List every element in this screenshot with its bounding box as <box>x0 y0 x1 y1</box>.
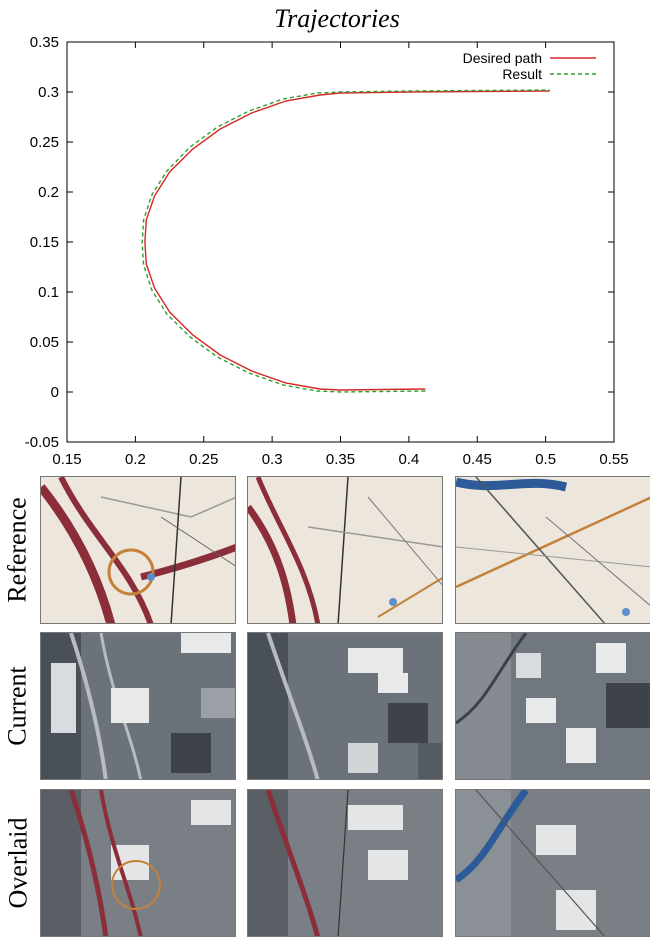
reference-image-2 <box>247 476 443 624</box>
trajectory-chart: Trajectories 0.15 0.2 0.25 0.3 0.35 0.4 0.45 0.… <box>25 4 629 468</box>
overlaid-image-3 <box>455 789 650 937</box>
x-tick-label: 0.5 <box>535 451 556 468</box>
x-tick-label: 0.3 <box>262 451 283 468</box>
x-axis: 0.15 0.2 0.25 0.3 0.35 0.4 0.45 0.5 0.55 <box>52 42 629 468</box>
series-layer <box>141 89 550 393</box>
x-tick-label: 0.2 <box>125 451 146 468</box>
y-tick-label: 0.05 <box>30 334 59 351</box>
y-tick-label: 0.3 <box>38 84 59 101</box>
row-label-reference: Reference <box>3 497 33 603</box>
reference-image-3 <box>455 476 650 624</box>
row-label-current: Current <box>3 666 33 746</box>
row-label-overlaid: Overlaid <box>3 817 32 909</box>
legend-label-2: Result <box>502 66 542 82</box>
series-line-2 <box>141 89 550 393</box>
overlaid-image-2 <box>247 789 443 937</box>
x-tick-label: 0.15 <box>52 451 81 468</box>
current-image-3 <box>455 632 650 780</box>
y-tick-label: 0.15 <box>30 234 59 251</box>
x-tick-label: 0.45 <box>463 451 492 468</box>
y-tick-label: 0.25 <box>30 134 59 151</box>
chart-title: Trajectories <box>274 4 400 33</box>
y-tick-label: 0 <box>51 384 59 401</box>
series-line-1 <box>144 90 550 391</box>
legend-label-1: Desired path <box>463 50 542 66</box>
overlaid-image-1 <box>40 789 236 937</box>
current-image-1 <box>40 632 236 780</box>
y-tick-label: 0.35 <box>30 34 59 51</box>
reference-image-1 <box>40 476 236 624</box>
current-image-2 <box>247 632 443 780</box>
x-tick-label: 0.35 <box>326 451 355 468</box>
plot-frame <box>66 41 615 443</box>
x-tick-label: 0.25 <box>189 451 218 468</box>
y-tick-label: 0.1 <box>38 284 59 301</box>
y-axis: -0.05 0 0.05 0.1 0.15 0.2 0.25 0.3 0.35 <box>25 34 614 451</box>
x-tick-label: 0.55 <box>599 451 628 468</box>
y-tick-label: -0.05 <box>25 434 59 451</box>
y-tick-label: 0.2 <box>38 184 59 201</box>
x-tick-label: 0.4 <box>398 451 419 468</box>
